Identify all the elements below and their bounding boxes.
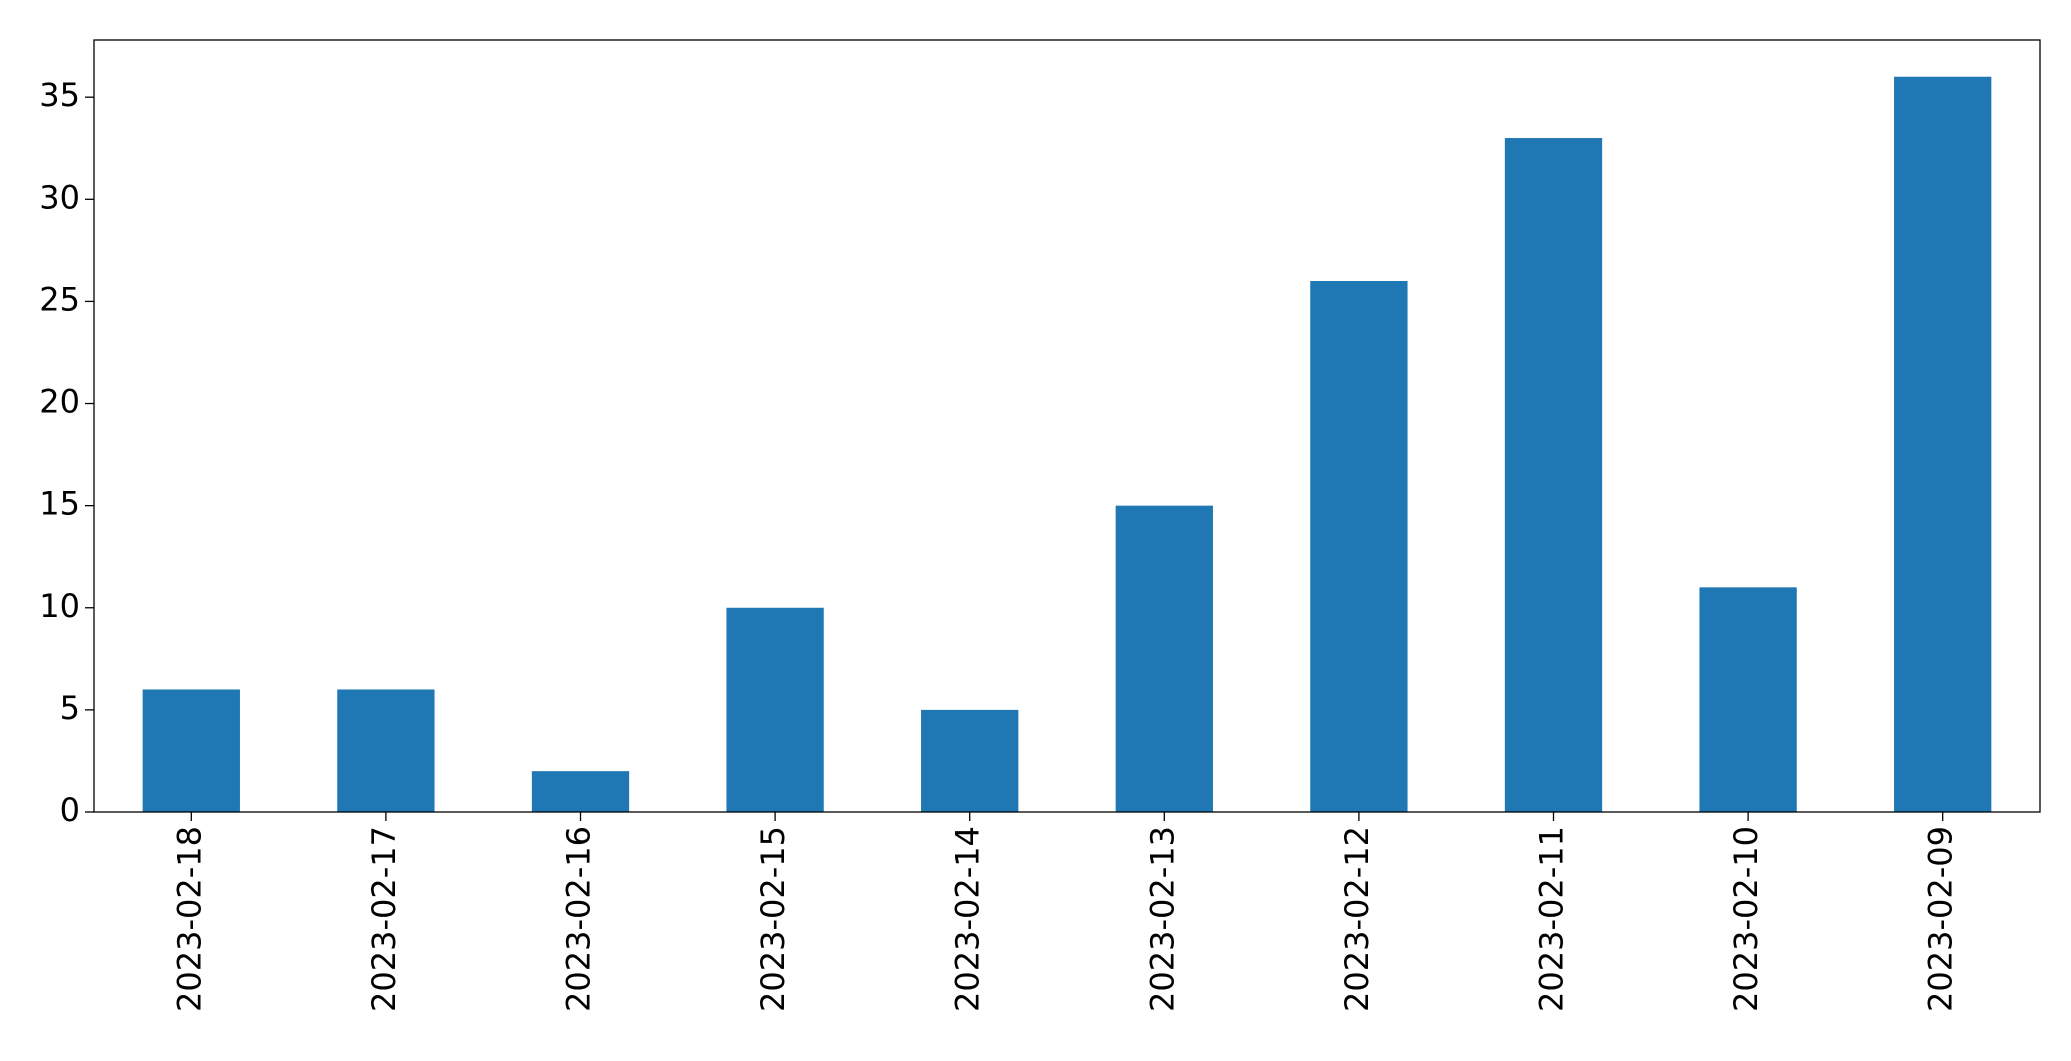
bar xyxy=(142,689,240,812)
x-tick-label: 2023-02-15 xyxy=(754,826,792,1012)
y-tick-label: 25 xyxy=(39,280,80,318)
x-tick-label: 2023-02-17 xyxy=(365,826,403,1012)
bar xyxy=(1894,76,1992,812)
y-tick-label: 10 xyxy=(39,587,80,625)
y-tick-label: 30 xyxy=(39,178,80,216)
bar xyxy=(921,709,1019,812)
y-tick-label: 0 xyxy=(60,791,80,829)
y-tick-label: 20 xyxy=(39,383,80,421)
x-tick-label: 2023-02-11 xyxy=(1533,826,1571,1012)
y-tick-label: 15 xyxy=(39,485,80,523)
plot-frame xyxy=(93,39,2041,813)
y-tick-label: 35 xyxy=(39,76,80,114)
x-tick-label: 2023-02-12 xyxy=(1338,826,1376,1012)
x-tick-label: 2023-02-10 xyxy=(1727,826,1765,1012)
x-tick-label: 2023-02-18 xyxy=(170,826,208,1012)
bar xyxy=(1699,587,1797,812)
bar xyxy=(531,771,630,812)
x-tick-label: 2023-02-09 xyxy=(1922,826,1960,1012)
bar xyxy=(1115,505,1213,812)
bar xyxy=(726,607,824,812)
x-tick-label: 2023-02-13 xyxy=(1143,826,1181,1012)
bar xyxy=(1310,280,1408,812)
x-tick-label: 2023-02-16 xyxy=(560,826,598,1012)
y-tick-label: 5 xyxy=(60,689,80,727)
bar xyxy=(337,689,435,812)
x-tick-label: 2023-02-14 xyxy=(949,826,987,1012)
bar xyxy=(1504,138,1603,813)
